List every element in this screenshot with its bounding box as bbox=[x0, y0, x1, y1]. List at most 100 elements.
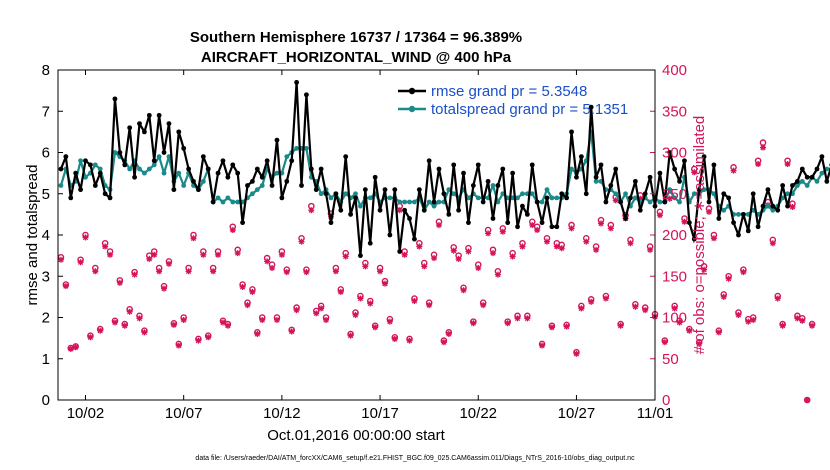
rmse-point bbox=[726, 195, 731, 200]
totalspread-point bbox=[766, 204, 771, 209]
y-right-tick-label: 150 bbox=[662, 268, 687, 285]
rmse-point bbox=[422, 208, 427, 213]
obs-assimilated-point bbox=[564, 324, 570, 330]
rmse-point bbox=[638, 208, 643, 213]
obs-assimilated-point bbox=[431, 255, 437, 261]
obs-assimilated-point bbox=[436, 222, 442, 228]
obs-assimilated-point bbox=[627, 240, 633, 246]
totalspread-point bbox=[820, 171, 825, 176]
obs-assimilated-point bbox=[367, 300, 373, 306]
rmse-point bbox=[785, 204, 790, 209]
rmse-point bbox=[736, 233, 741, 238]
y-right-tick-label: 300 bbox=[662, 145, 687, 162]
obs-possible-point bbox=[760, 140, 765, 145]
obs-assimilated-point bbox=[578, 305, 584, 311]
totalspread-point bbox=[216, 195, 221, 200]
rmse-point bbox=[343, 154, 348, 159]
obs-assimilated-point bbox=[387, 319, 393, 325]
x-axis-label: Oct.01,2016 00:00:00 start bbox=[267, 427, 445, 444]
obs-assimilated-point bbox=[559, 245, 565, 251]
rmse-point bbox=[127, 125, 132, 130]
rmse-point bbox=[221, 158, 226, 163]
obs-assimilated-point bbox=[780, 323, 786, 329]
rmse-point bbox=[608, 183, 613, 188]
obs-assimilated-point bbox=[505, 320, 511, 326]
obs-assimilated-point bbox=[603, 296, 609, 302]
obs-assimilated-point bbox=[97, 328, 103, 334]
totalspread-point bbox=[437, 200, 442, 205]
obs-assimilated-point bbox=[470, 320, 476, 326]
y-left-tick-label: 5 bbox=[42, 186, 50, 203]
rmse-point bbox=[284, 179, 289, 184]
legend-spread-marker bbox=[409, 106, 415, 112]
rmse-point bbox=[157, 113, 162, 118]
rmse-point bbox=[456, 208, 461, 213]
obs-assimilated-point bbox=[421, 263, 427, 269]
rmse-point bbox=[235, 171, 240, 176]
obs-assimilated-point bbox=[191, 235, 197, 241]
obs-assimilated-point bbox=[249, 289, 255, 295]
obs-assimilated-point bbox=[456, 256, 462, 262]
rmse-point bbox=[260, 175, 265, 180]
rmse-point bbox=[304, 92, 309, 97]
totalspread-point bbox=[491, 183, 496, 188]
obs-assimilated-point bbox=[156, 268, 162, 274]
obs-assimilated-point bbox=[264, 258, 270, 264]
rmse-point bbox=[746, 228, 751, 233]
rmse-point bbox=[270, 183, 275, 188]
rmse-point bbox=[633, 179, 638, 184]
y-left-tick-label: 8 bbox=[42, 62, 50, 79]
rmse-point bbox=[476, 162, 481, 167]
obs-assimilated-point bbox=[632, 304, 638, 310]
obs-assimilated-point bbox=[220, 319, 226, 325]
totalspread-point bbox=[181, 183, 186, 188]
totalspread-point bbox=[594, 179, 599, 184]
obs-assimilated-point bbox=[141, 329, 147, 335]
obs-assimilated-point bbox=[372, 324, 378, 330]
rmse-point bbox=[250, 179, 255, 184]
y-axis-right-label: # of obs: o=possible; ∗=assimilated bbox=[691, 116, 708, 355]
rmse-point bbox=[402, 208, 407, 213]
obs-assimilated-point bbox=[333, 268, 339, 274]
rmse-point bbox=[309, 167, 314, 172]
obs-assimilated-point bbox=[58, 257, 64, 263]
rmse-point bbox=[383, 187, 388, 192]
obs-assimilated-point bbox=[230, 227, 236, 233]
totalspread-point bbox=[397, 200, 402, 205]
obs-assimilated-point bbox=[240, 284, 246, 290]
chart-title: Southern Hemisphere 16737 / 17364 = 96.3… bbox=[190, 29, 522, 46]
totalspread-point bbox=[721, 208, 726, 213]
totalspread-point bbox=[260, 183, 265, 188]
totalspread-point bbox=[142, 171, 147, 176]
y-left-tick-label: 4 bbox=[42, 227, 50, 244]
obs-assimilated-point bbox=[775, 296, 781, 302]
obs-assimilated-point bbox=[289, 329, 295, 335]
obs-assimilated-point bbox=[181, 317, 187, 323]
rmse-point bbox=[815, 167, 820, 172]
rmse-point bbox=[535, 200, 540, 205]
obs-assimilated-point bbox=[318, 305, 324, 311]
obs-assimilated-point bbox=[647, 247, 653, 253]
rmse-point bbox=[117, 150, 122, 155]
obs-assimilated-point bbox=[78, 259, 84, 265]
rmse-point bbox=[147, 113, 152, 118]
obs-assimilated-point bbox=[485, 230, 491, 236]
rmse-point bbox=[466, 220, 471, 225]
obs-assimilated-point bbox=[122, 323, 128, 329]
obs-assimilated-point bbox=[362, 263, 368, 269]
totalspread-point bbox=[613, 191, 618, 196]
obs-assimilated-point bbox=[225, 323, 231, 329]
obs-assimilated-point bbox=[721, 294, 727, 300]
rmse-point bbox=[225, 175, 230, 180]
obs-assimilated-point bbox=[519, 244, 525, 250]
obs-assimilated-point bbox=[210, 268, 216, 274]
obs-assimilated-point bbox=[735, 312, 741, 318]
rmse-point bbox=[201, 154, 206, 159]
totalspread-point bbox=[623, 191, 628, 196]
totalspread-point bbox=[127, 167, 132, 172]
totalspread-point bbox=[98, 167, 103, 172]
rmse-point bbox=[122, 162, 127, 167]
rmse-point bbox=[230, 162, 235, 167]
totalspread-point bbox=[59, 183, 64, 188]
rmse-point bbox=[73, 171, 78, 176]
